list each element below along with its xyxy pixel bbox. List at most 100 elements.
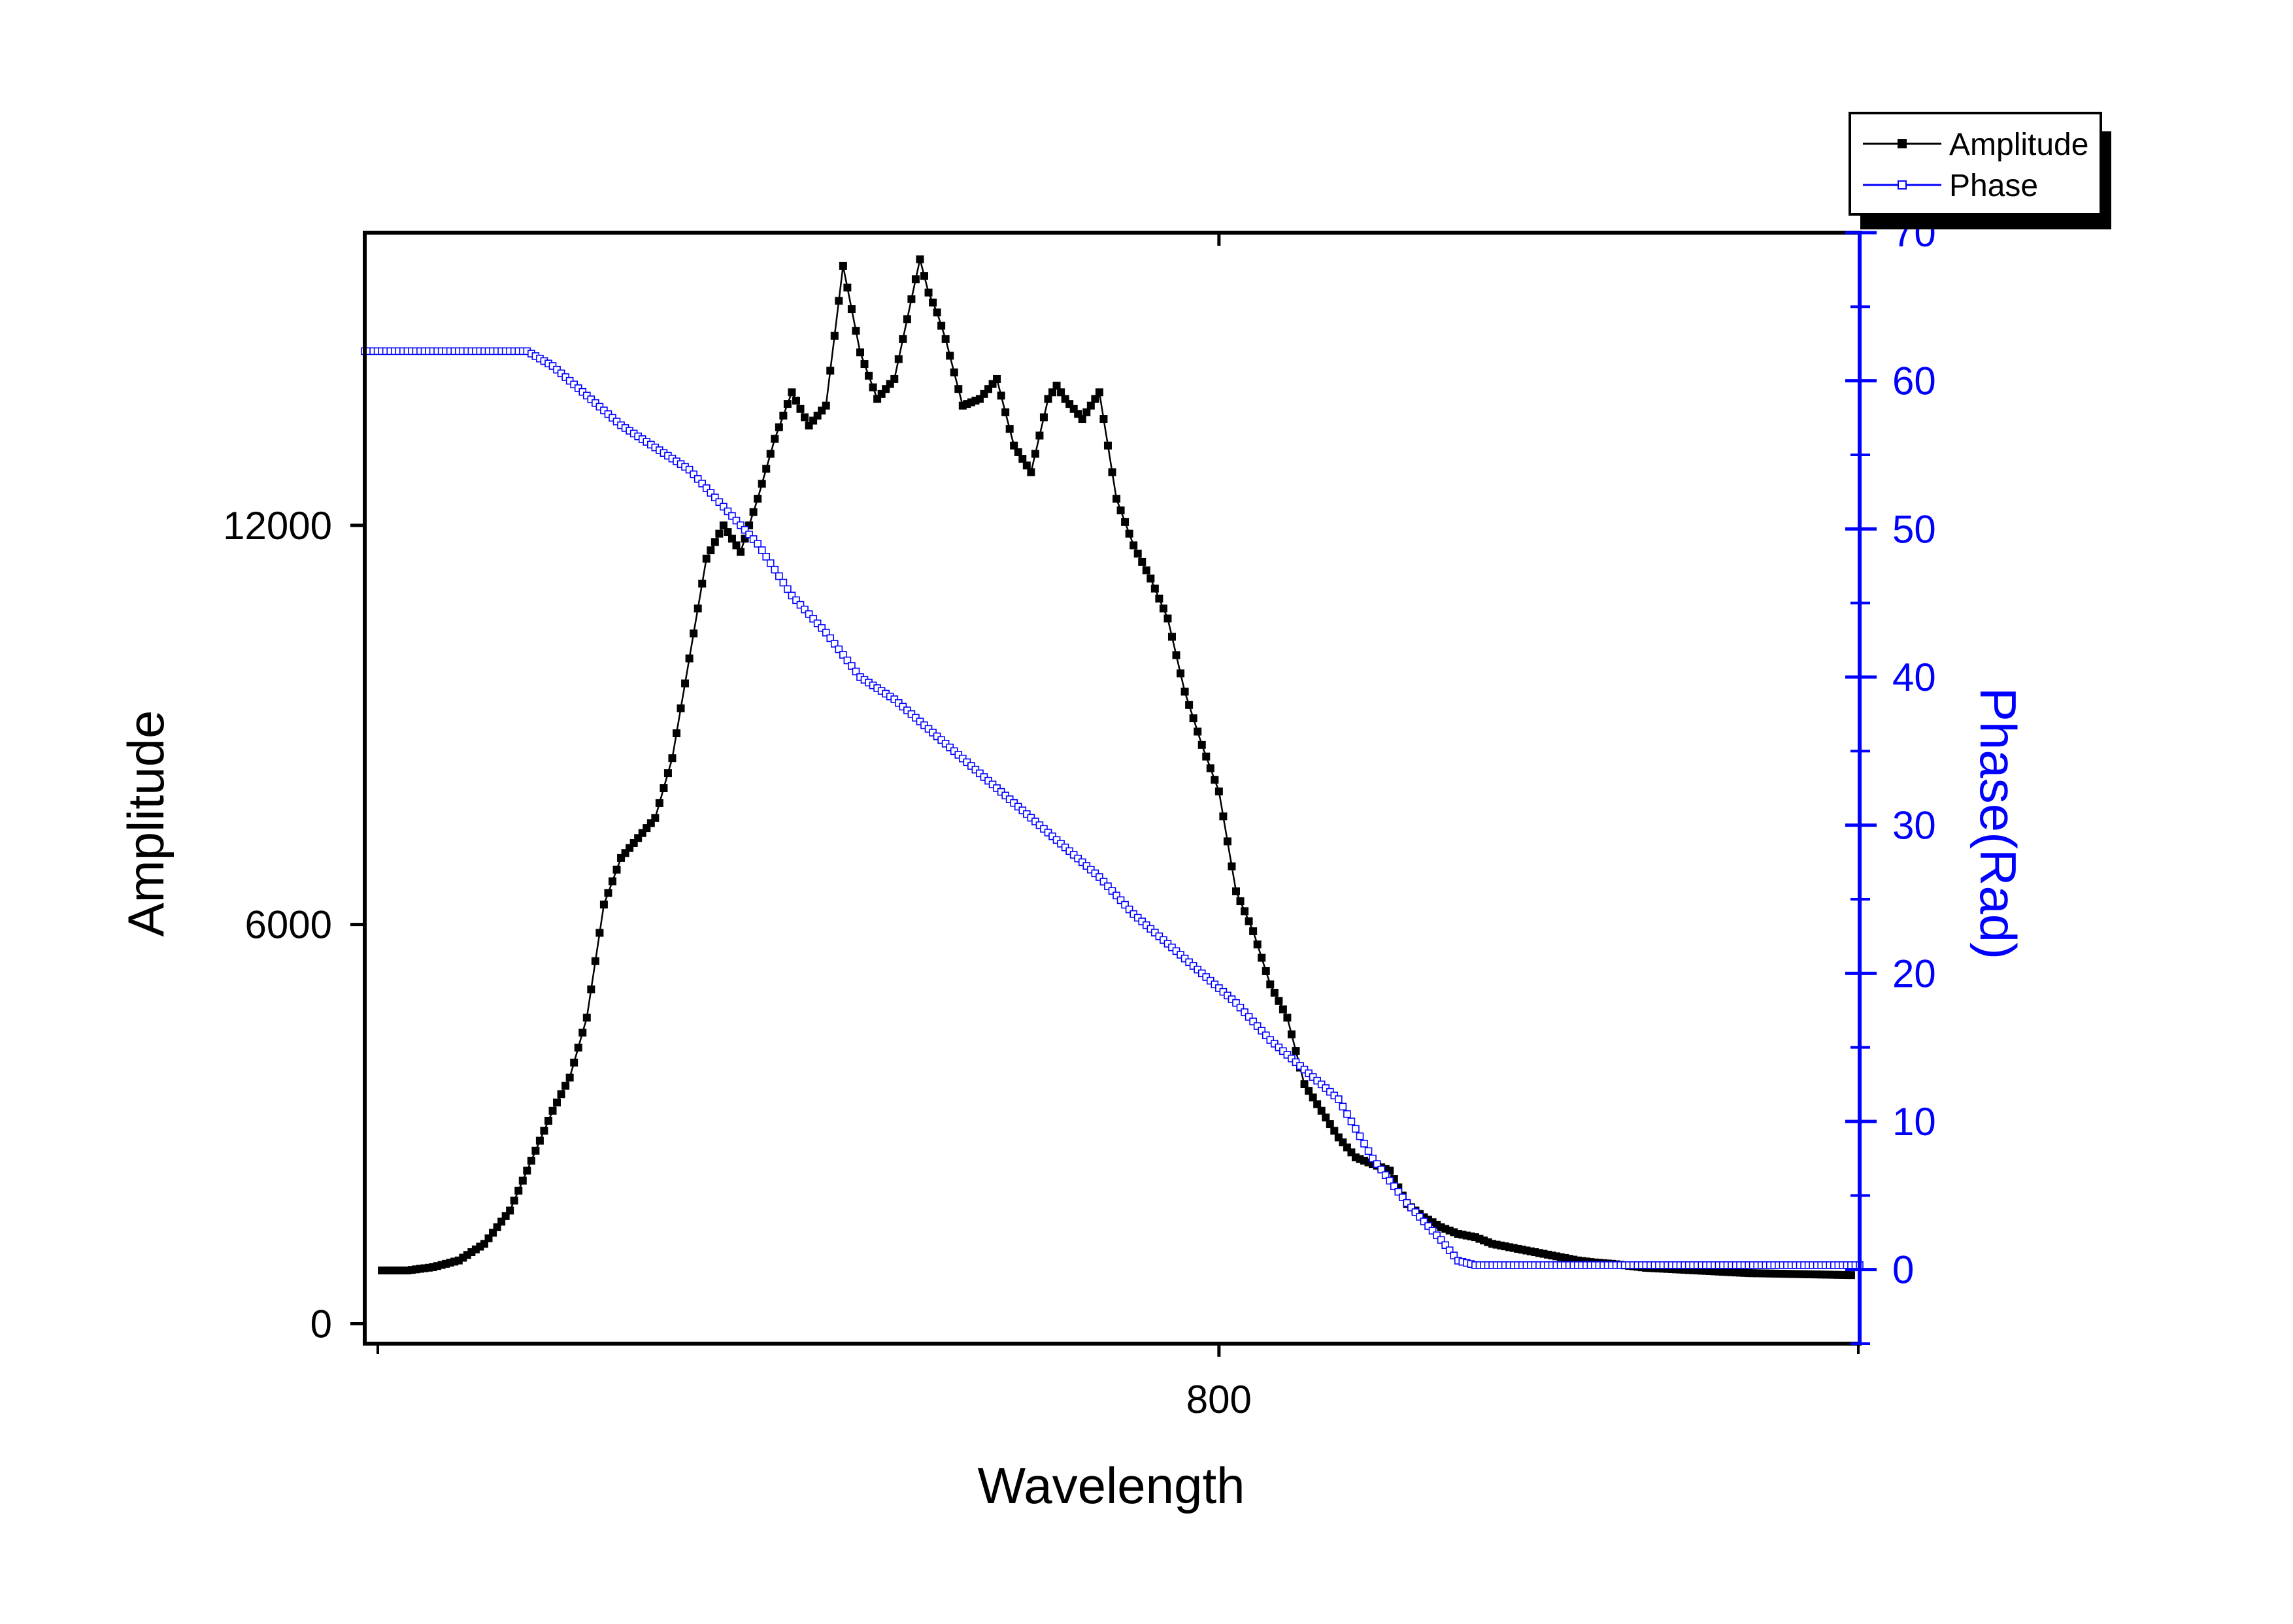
data-point-amplitude	[604, 889, 612, 897]
data-point-amplitude	[1214, 787, 1223, 796]
data-point-amplitude	[506, 1206, 514, 1215]
data-point-amplitude	[1177, 669, 1185, 678]
data-point-phase	[1411, 1208, 1420, 1216]
data-point-phase	[737, 521, 745, 529]
data-point-amplitude	[548, 1106, 557, 1115]
y2-tick-label: 60	[1892, 359, 1936, 403]
data-point-amplitude	[608, 877, 616, 886]
data-point-phase	[1373, 1160, 1381, 1168]
data-point-amplitude	[715, 529, 724, 538]
data-point-amplitude	[890, 374, 899, 383]
data-point-amplitude	[527, 1157, 535, 1165]
data-point-amplitude	[561, 1082, 570, 1090]
data-point-amplitude	[1279, 1005, 1287, 1014]
data-point-amplitude	[582, 1014, 591, 1022]
data-point-amplitude	[903, 315, 911, 323]
data-point-amplitude	[1313, 1100, 1322, 1108]
data-point-phase	[826, 634, 835, 642]
data-point-amplitude	[690, 629, 698, 638]
data-point-amplitude	[1138, 557, 1146, 566]
data-point-amplitude	[514, 1186, 523, 1195]
data-point-phase	[1369, 1154, 1377, 1163]
data-point-phase	[1407, 1203, 1415, 1212]
data-point-amplitude	[950, 368, 958, 376]
data-point-amplitude	[1001, 408, 1010, 416]
data-point-phase	[1258, 1027, 1265, 1035]
data-point-phase	[1441, 1241, 1449, 1250]
legend-phase-marker	[1898, 180, 1907, 190]
data-point-amplitude	[1326, 1120, 1334, 1129]
data-point-amplitude	[835, 297, 843, 305]
data-point-amplitude	[553, 1098, 561, 1106]
data-point-amplitude	[924, 288, 933, 297]
data-point-amplitude	[894, 355, 903, 363]
data-point-phase	[1360, 1140, 1368, 1148]
data-point-phase	[813, 620, 822, 627]
data-point-phase	[1416, 1213, 1424, 1221]
data-point-amplitude	[698, 579, 707, 588]
data-point-amplitude	[1322, 1113, 1330, 1121]
data-point-phase	[1262, 1031, 1270, 1040]
y-tick-label: 6000	[245, 903, 332, 947]
data-point-amplitude	[1287, 1030, 1296, 1038]
data-point-phase	[809, 614, 817, 623]
data-point-amplitude	[1039, 413, 1048, 422]
data-point-phase	[1116, 896, 1125, 904]
data-point-amplitude	[788, 388, 796, 397]
data-point-phase	[1352, 1125, 1360, 1133]
data-point-phase	[741, 525, 749, 534]
y-tick-label: 0	[310, 1302, 332, 1346]
data-point-amplitude	[1133, 550, 1142, 558]
data-point-amplitude	[771, 435, 779, 443]
data-point-phase	[728, 512, 736, 520]
legend-amplitude-label: Amplitude	[1949, 127, 2088, 162]
data-point-amplitude	[1236, 897, 1245, 906]
data-point-phase	[1394, 1187, 1403, 1196]
data-point-amplitude	[673, 729, 681, 738]
data-point-amplitude	[587, 985, 595, 993]
data-point-amplitude	[570, 1058, 578, 1067]
data-point-amplitude	[860, 360, 869, 369]
data-point-amplitude	[591, 957, 599, 965]
data-point-phase	[830, 640, 839, 648]
data-point-amplitude	[663, 769, 672, 778]
legend-item-phase: Phase	[1863, 169, 2038, 203]
data-point-phase	[694, 475, 702, 483]
y2-tick-label: 50	[1892, 507, 1936, 551]
data-point-amplitude	[869, 383, 877, 391]
data-point-amplitude	[565, 1073, 574, 1082]
data-point-amplitude	[1018, 455, 1027, 463]
data-point-phase	[1108, 887, 1116, 895]
data-point-phase	[1232, 999, 1240, 1007]
data-point-amplitude	[574, 1044, 582, 1052]
data-point-phase	[784, 585, 792, 593]
data-point-amplitude	[1258, 953, 1266, 962]
data-point-amplitude	[1245, 917, 1253, 925]
data-point-amplitude	[997, 391, 1005, 400]
data-point-amplitude	[578, 1029, 587, 1037]
data-point-amplitude	[510, 1197, 518, 1205]
data-point-amplitude	[660, 784, 668, 792]
data-point-amplitude	[929, 298, 937, 307]
data-point-amplitude	[941, 335, 950, 343]
data-point-phase	[1347, 1118, 1356, 1125]
data-point-phase	[1096, 873, 1103, 881]
data-point-amplitude	[1300, 1080, 1309, 1088]
data-point-amplitude	[1099, 415, 1108, 423]
data-point-phase	[1424, 1222, 1432, 1230]
data-point-amplitude	[1206, 764, 1214, 772]
data-point-phase	[1390, 1182, 1398, 1190]
data-point-phase	[1386, 1176, 1394, 1185]
data-point-phase	[848, 662, 856, 670]
data-point-amplitude	[899, 335, 907, 343]
data-point-amplitude	[779, 411, 788, 420]
data-point-phase	[775, 572, 783, 580]
legend-box	[1849, 112, 2102, 216]
data-point-amplitude	[694, 605, 702, 613]
data-point-amplitude	[1223, 837, 1231, 846]
data-point-amplitude	[1014, 448, 1022, 456]
data-point-amplitude	[907, 295, 916, 303]
data-point-amplitude	[557, 1090, 565, 1099]
data-point-phase	[749, 535, 758, 543]
